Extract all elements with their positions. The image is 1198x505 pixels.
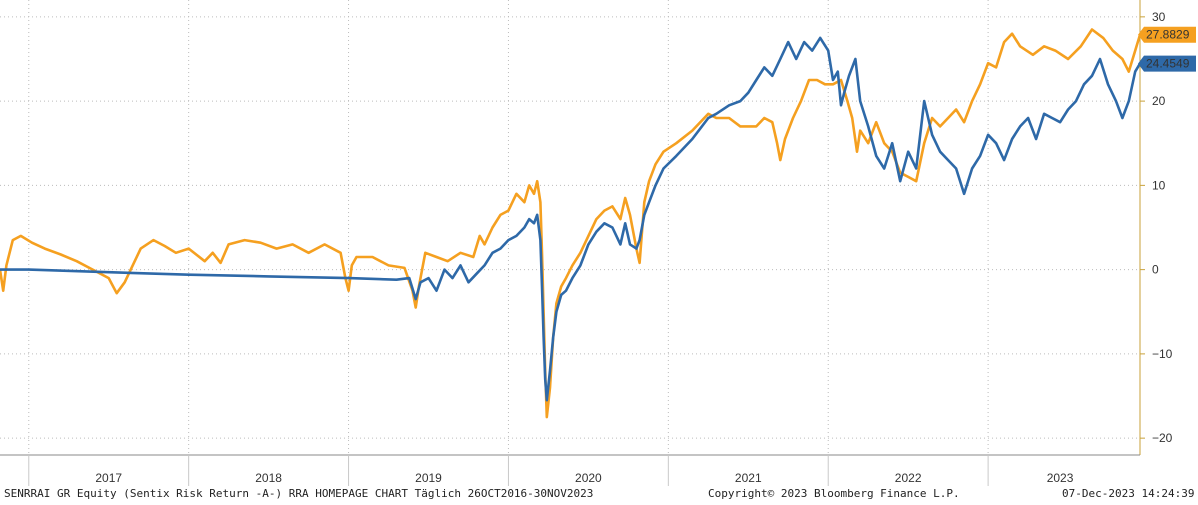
last-value-badges: 27.8829 24.4549 [1138, 26, 1196, 72]
footer-description: SENRRAI GR Equity (Sentix Risk Return -A… [4, 487, 594, 500]
last-value-label-2: 24.4549 [1146, 57, 1190, 71]
last-value-badge-2 [1138, 55, 1196, 72]
y-tick-label: −10 [1152, 347, 1173, 361]
x-tick-label: 2022 [895, 471, 922, 485]
y-tick-label: 20 [1152, 94, 1166, 108]
footer-copyright: Copyright© 2023 Bloomberg Finance L.P. [708, 487, 960, 500]
last-value-label-1: 27.8829 [1146, 28, 1190, 42]
x-axis: 2017 2018 2019 2020 2021 2022 2023 [28, 455, 1074, 486]
y-tick-label: 10 [1152, 178, 1166, 192]
x-tick-label: 2019 [415, 471, 442, 485]
x-tick-label: 2021 [735, 471, 762, 485]
y-tick-label: 0 [1152, 263, 1159, 277]
y-tick-label: 30 [1152, 10, 1166, 24]
y-tick-label: −20 [1152, 431, 1173, 445]
series-group [0, 28, 1142, 419]
y-axis: 30 20 10 0 −10 −20 [1140, 10, 1173, 445]
x-tick-label: 2023 [1047, 471, 1074, 485]
x-tick-label: 2020 [575, 471, 602, 485]
x-tick-label: 2018 [255, 471, 282, 485]
series-line-2 [0, 36, 1142, 402]
plot-area [0, 0, 1140, 455]
last-value-badge-1 [1138, 26, 1196, 43]
x-tick-label: 2017 [95, 471, 122, 485]
series-line-1 [0, 28, 1142, 419]
footer-timestamp: 07-Dec-2023 14:24:39 [1062, 487, 1195, 500]
